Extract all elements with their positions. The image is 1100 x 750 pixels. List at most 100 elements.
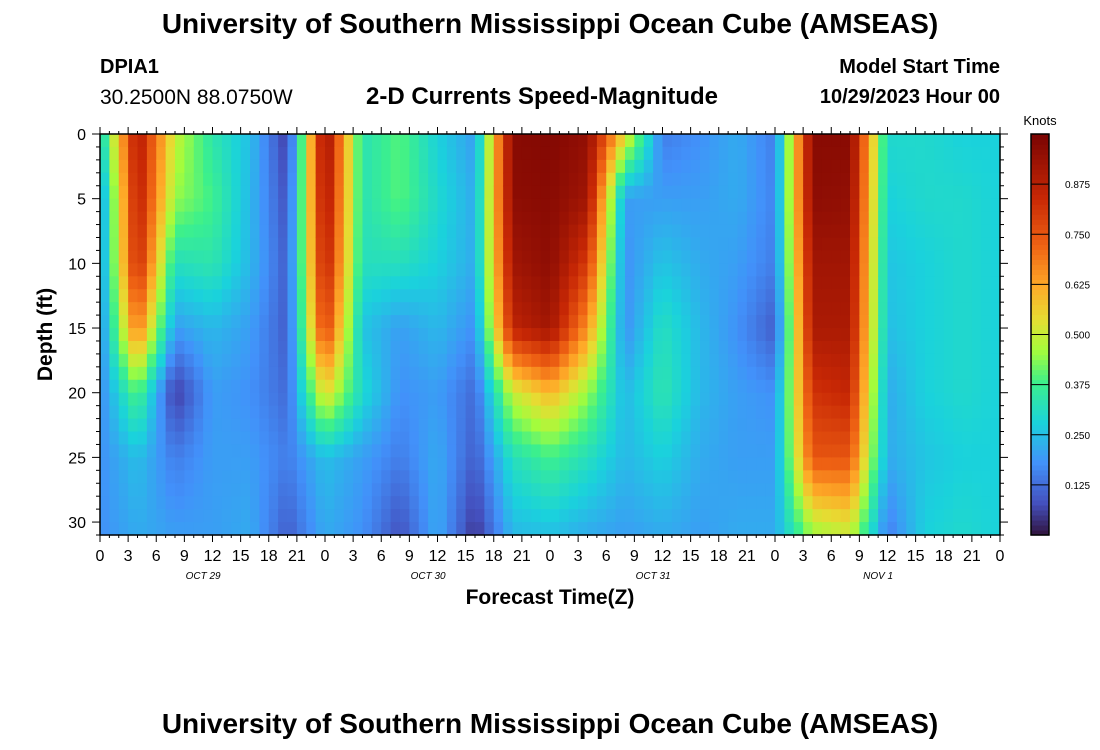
heatmap-cell	[634, 198, 645, 213]
heatmap-cell	[653, 392, 664, 407]
heatmap-cell	[259, 353, 270, 368]
heatmap-cell	[175, 263, 185, 277]
heatmap-cell	[128, 457, 139, 471]
heatmap-cell	[634, 302, 645, 316]
heatmap-cell	[456, 496, 467, 510]
heatmap-cell	[100, 289, 110, 303]
heatmap-cell	[390, 198, 401, 213]
heatmap-cell	[512, 276, 523, 290]
heatmap-cell	[625, 457, 635, 471]
heatmap-cell	[390, 185, 401, 200]
heatmap-cell	[137, 146, 148, 161]
heatmap-cell	[596, 379, 607, 394]
heatmap-cell	[306, 198, 317, 213]
heatmap-cell	[737, 340, 748, 355]
heatmap-cell	[437, 405, 448, 420]
heatmap-cell	[568, 366, 579, 381]
heatmap-cell	[971, 340, 982, 355]
heatmap-cell	[765, 172, 776, 187]
heatmap-cell	[606, 198, 617, 213]
heatmap-cell	[615, 496, 626, 510]
heatmap-cell	[653, 159, 664, 174]
heatmap-cell	[259, 263, 270, 277]
heatmap-cell	[728, 418, 739, 433]
heatmap-cell	[859, 185, 870, 200]
heatmap-cell	[850, 315, 860, 329]
heatmap-cell	[653, 379, 664, 394]
heatmap-cell	[259, 457, 270, 471]
heatmap-cell	[325, 185, 335, 200]
heatmap-cell	[775, 263, 785, 277]
heatmap-cell	[371, 509, 382, 523]
heatmap-cell	[737, 211, 748, 226]
heatmap-cell	[887, 263, 898, 277]
heatmap-cell	[475, 185, 485, 200]
heatmap-cell	[934, 276, 945, 290]
heatmap-cell	[606, 483, 617, 497]
heatmap-cell	[325, 366, 335, 381]
heatmap-cell	[934, 315, 945, 329]
heatmap-cell	[475, 224, 485, 239]
heatmap-cell	[315, 496, 326, 510]
colorbar-segment	[1031, 339, 1049, 346]
heatmap-cell	[400, 211, 410, 226]
heatmap-cell	[953, 483, 964, 497]
heatmap-cell	[175, 198, 185, 213]
heatmap-cell	[793, 159, 804, 174]
heatmap-cell	[859, 457, 870, 471]
heatmap-cell	[850, 134, 860, 148]
heatmap-cell	[231, 522, 242, 536]
heatmap-cell	[934, 146, 945, 161]
heatmap-cell	[400, 431, 410, 446]
heatmap-cell	[531, 405, 542, 420]
heatmap-cell	[465, 263, 476, 277]
heatmap-cell	[456, 353, 467, 368]
heatmap-cell	[512, 509, 523, 523]
heatmap-cell	[831, 185, 842, 200]
date-label: OCT 31	[636, 571, 671, 582]
heatmap-cell	[587, 185, 598, 200]
heatmap-cell	[465, 315, 476, 329]
heatmap-cell	[268, 134, 279, 148]
heatmap-cell	[615, 315, 626, 329]
heatmap-cell	[634, 431, 645, 446]
heatmap-cell	[531, 315, 542, 329]
heatmap-cell	[456, 224, 467, 239]
heatmap-cell	[793, 315, 804, 329]
heatmap-cell	[718, 134, 729, 148]
heatmap-cell	[775, 431, 785, 446]
heatmap-cell	[793, 496, 804, 510]
heatmap-cell	[971, 250, 982, 264]
heatmap-cell	[362, 263, 373, 277]
heatmap-cell	[503, 379, 514, 394]
heatmap-cell	[615, 185, 626, 200]
heatmap-cell	[662, 444, 673, 458]
heatmap-cell	[437, 250, 448, 264]
heatmap-cell	[550, 315, 560, 329]
heatmap-cell	[596, 418, 607, 433]
heatmap-cell	[484, 134, 495, 148]
colorbar-segment	[1031, 364, 1049, 371]
heatmap-cell	[896, 263, 907, 277]
heatmap-cell	[371, 328, 382, 342]
heatmap-cell	[109, 198, 120, 213]
heatmap-cell	[709, 470, 720, 484]
heatmap-cell	[568, 457, 579, 471]
heatmap-cell	[203, 276, 214, 290]
heatmap-cell	[596, 185, 607, 200]
heatmap-cell	[709, 457, 720, 471]
heatmap-cell	[587, 250, 598, 264]
heatmap-cell	[831, 315, 842, 329]
heatmap-cell	[146, 353, 157, 368]
heatmap-cell	[709, 328, 720, 342]
heatmap-cell	[559, 134, 570, 148]
heatmap-cell	[643, 263, 654, 277]
heatmap-cell	[803, 250, 814, 264]
heatmap-cell	[671, 146, 682, 161]
heatmap-cell	[146, 366, 157, 381]
heatmap-cell	[315, 276, 326, 290]
heatmap-cell	[971, 353, 982, 368]
heatmap-cell	[343, 302, 354, 316]
heatmap-cell	[521, 185, 532, 200]
heatmap-cell	[456, 263, 467, 277]
